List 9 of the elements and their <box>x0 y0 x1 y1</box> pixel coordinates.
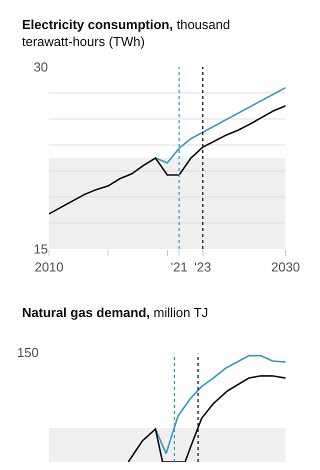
x-tick-label: '21 <box>170 260 188 275</box>
y-tick-label: 30 <box>34 60 48 75</box>
x-tick-label: 2030 <box>271 260 300 275</box>
chart-title: Natural gas demand, million TJ <box>22 305 208 320</box>
text: 150 <box>17 345 39 360</box>
x-tick-label: '23 <box>194 260 212 275</box>
x-tick-label: 2010 <box>34 260 64 275</box>
chart-title: Electricity consumption, thousand terawatt-hours (TWh) <box>22 17 230 49</box>
y-tick-label: 15 <box>34 242 48 257</box>
